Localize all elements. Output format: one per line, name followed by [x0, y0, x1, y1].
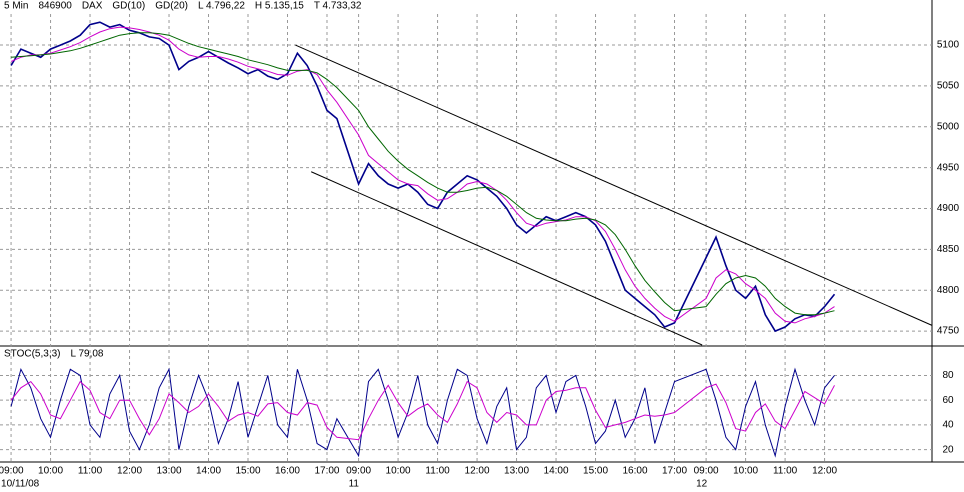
indicator-label: STOC(5,3,3) [4, 349, 61, 360]
x-tick-label: 17:00 [314, 466, 339, 477]
x-tick-label: 13:00 [504, 466, 529, 477]
x-tick-label: 09:00 [346, 466, 371, 477]
x-tick-label: 15:00 [235, 466, 260, 477]
series-line [10, 380, 835, 441]
x-tick-label: 10:00 [38, 466, 63, 477]
x-tick-label: 12:00 [812, 466, 837, 477]
x-tick-label: 10:00 [733, 466, 758, 477]
y-tick-label: 80 [942, 370, 954, 381]
x-tick-label: 14:00 [544, 466, 569, 477]
header-label: H 5.135,15 [255, 1, 304, 12]
x-tick-label: 15:00 [583, 466, 608, 477]
y-tick-label: 40 [942, 420, 954, 431]
x-tick-label: 11:00 [425, 466, 450, 477]
x-tick-label: 14:00 [196, 466, 221, 477]
y-tick-label: 4800 [937, 285, 960, 296]
y-tick-label: 5050 [937, 81, 960, 92]
date-label: 11 [349, 479, 360, 490]
x-tick-label: 09:00 [694, 466, 719, 477]
x-tick-label: 10:00 [386, 466, 411, 477]
y-tick-label: 4750 [937, 326, 960, 337]
x-tick-label: 17:00 [662, 466, 687, 477]
y-tick-label: 5100 [937, 40, 960, 51]
x-tick-label: 13:00 [157, 466, 182, 477]
trendline [295, 44, 933, 326]
header-label: DAX [82, 1, 103, 12]
date-label: 12 [696, 479, 708, 490]
x-tick-label: 12:00 [117, 466, 142, 477]
header-label: GD(10) [112, 1, 145, 12]
header-label: T 4.733,32 [314, 1, 362, 12]
y-tick-label: 60 [942, 395, 954, 406]
x-tick-label: 11:00 [78, 466, 103, 477]
x-tick-label: 09:00 [0, 466, 24, 477]
header-label: 846900 [38, 1, 72, 12]
series-line [10, 26, 835, 324]
series-line [10, 367, 835, 458]
y-tick-label: 5000 [937, 121, 960, 132]
x-tick-label: 12:00 [465, 466, 490, 477]
series-line [11, 32, 835, 316]
header-label: L 4.796,22 [198, 1, 245, 12]
header-label: 5 Min [4, 1, 28, 12]
trendline [310, 171, 703, 346]
y-tick-label: 20 [942, 444, 954, 455]
indicator-label: L 79,08 [71, 349, 104, 360]
series-line [10, 21, 836, 333]
date-label: 10/11/08 [1, 479, 40, 490]
x-tick-label: 11:00 [773, 466, 798, 477]
header-label: GD(20) [155, 1, 188, 12]
y-tick-label: 4900 [937, 203, 960, 214]
x-tick-label: 16:00 [623, 466, 648, 477]
y-tick-label: 4950 [937, 162, 960, 173]
x-tick-label: 16:00 [275, 466, 300, 477]
y-tick-label: 4850 [937, 244, 960, 255]
